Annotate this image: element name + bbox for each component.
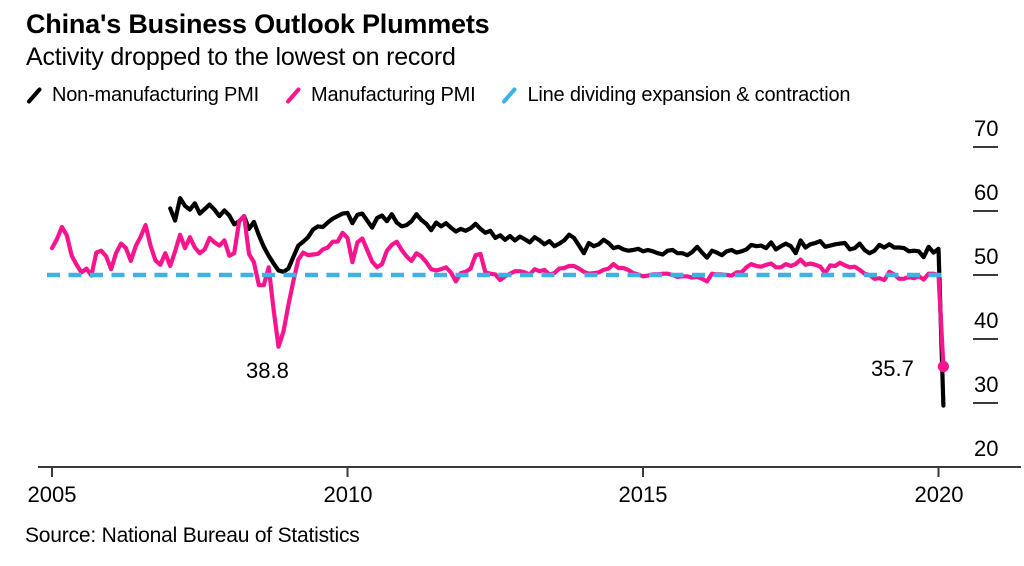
y-tick-label-40: 40 <box>974 308 999 333</box>
end-marker-dot <box>937 360 950 373</box>
chart-subtitle: Activity dropped to the lowest on record <box>26 43 456 71</box>
chart-title: China's Business Outlook Plummets <box>26 9 490 39</box>
x-tick-label-2015: 2015 <box>618 482 668 507</box>
legend-item-expansion-contraction-line: Line dividing expansion & contraction <box>501 84 850 107</box>
legend-label-manufacturing-pmi: Manufacturing PMI <box>311 84 476 106</box>
legend-label-expansion-contraction-line: Line dividing expansion & contraction <box>527 84 851 106</box>
series-line-non-manufacturing-pmi <box>168 196 946 408</box>
legend-label-non-manufacturing-pmi: Non-manufacturing PMI <box>52 84 260 106</box>
y-tick-label-30: 30 <box>974 372 999 397</box>
blue-slash-icon <box>502 87 517 104</box>
y-tick-label-70: 70 <box>974 116 999 141</box>
pink-slash-icon <box>286 87 301 104</box>
x-tick-label-2020: 2020 <box>914 482 964 507</box>
source-credit: Source: National Bureau of Statistics <box>25 524 360 547</box>
annotation-low-2020: 35.7 <box>871 356 914 381</box>
chart-legend: Non-manufacturing PMI Manufacturing PMI … <box>26 84 850 107</box>
x-tick-label-2010: 2010 <box>323 482 373 507</box>
y-tick-label-20: 20 <box>974 436 999 461</box>
y-tick-label-60: 60 <box>974 180 999 205</box>
series-line-manufacturing-pmi <box>49 214 946 369</box>
x-tick-label-2005: 2005 <box>27 482 77 507</box>
annotation-low-2008: 38.8 <box>246 358 289 383</box>
black-slash-icon <box>27 87 42 104</box>
legend-item-manufacturing-pmi: Manufacturing PMI <box>285 84 476 107</box>
legend-item-non-manufacturing-pmi: Non-manufacturing PMI <box>26 84 259 107</box>
y-tick-label-50: 50 <box>974 244 999 269</box>
